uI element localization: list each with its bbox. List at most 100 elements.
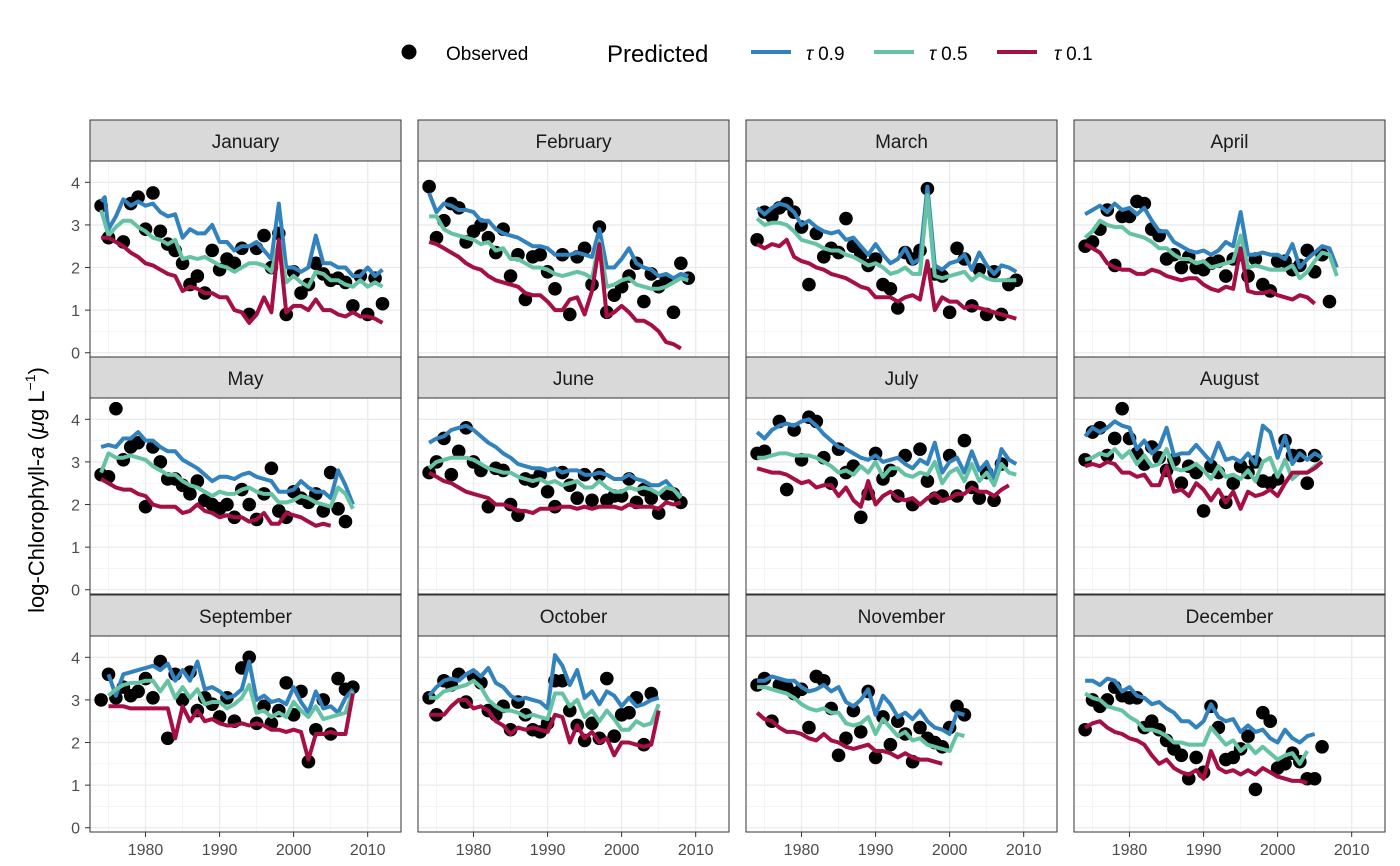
observed-point	[309, 256, 323, 271]
panel-border-june	[417, 397, 730, 595]
panel-border-november	[745, 635, 1058, 833]
observed-point	[1115, 401, 1129, 416]
line-tau-01-march	[756, 237, 1017, 321]
panel-august: August	[1073, 356, 1386, 595]
observed-point	[853, 510, 868, 525]
observed-point	[242, 497, 257, 512]
strip-december	[1073, 594, 1386, 637]
x-tick-label: 2010	[1006, 842, 1042, 859]
observed-point	[644, 491, 659, 505]
plot-bg-may	[90, 398, 401, 594]
line-tau-01-november	[755, 711, 943, 766]
observed-point	[935, 269, 950, 283]
observed-point	[323, 465, 338, 480]
observed-point	[972, 491, 987, 505]
panel-november: November 1980 1990 2000 2010	[745, 594, 1058, 859]
observed-point	[779, 482, 794, 497]
observed-point	[839, 211, 853, 226]
observed-point	[674, 256, 688, 271]
line-tau-09-october	[427, 653, 660, 711]
observed-point	[913, 442, 927, 456]
observed-point	[562, 703, 577, 718]
observed-point	[146, 690, 160, 705]
y-tick-label: 0	[71, 583, 80, 600]
observed-point	[562, 307, 577, 322]
observed-point	[585, 493, 599, 508]
line-tau-09-november	[757, 674, 965, 736]
observed-point	[1270, 472, 1285, 486]
observed-point	[503, 269, 518, 283]
strip-january	[89, 119, 402, 162]
x-tick-label: 1980	[784, 842, 820, 859]
x-tick-label: 2010	[350, 842, 386, 859]
y-tick-label: 2	[71, 736, 80, 753]
x-tick-label: 1980	[456, 842, 492, 859]
legend-observed-label: Observed	[446, 44, 528, 65]
observed-point	[220, 497, 234, 512]
line-tau-09-july	[755, 417, 1018, 481]
panel-border-july	[745, 397, 1058, 595]
observed-point	[1137, 196, 1152, 211]
line-tau-09-august	[1083, 419, 1324, 466]
strip-label-november: November	[858, 607, 946, 628]
panel-february: February	[417, 119, 730, 358]
x-tick-label: 1980	[1112, 842, 1148, 859]
y-tick-label: 1	[71, 778, 80, 795]
observed-point	[279, 676, 294, 690]
observed-point	[533, 247, 547, 262]
strip-label-july: July	[885, 369, 919, 390]
x-tick-label: 1990	[202, 842, 238, 859]
observed-point	[592, 220, 607, 234]
observed-point	[570, 491, 585, 505]
strip-april	[1073, 119, 1386, 162]
observed-point	[913, 720, 927, 735]
observed-point	[972, 262, 987, 277]
observed-point	[227, 256, 242, 271]
panel-border-september	[89, 635, 402, 833]
line-tau-05-may	[99, 451, 355, 510]
observed-point	[331, 501, 345, 516]
line-tau-01-september	[108, 693, 355, 762]
y-tick-label: 1	[71, 540, 80, 557]
observed-point	[987, 493, 1001, 508]
observed-point	[131, 435, 145, 450]
y-tick-label: 3	[71, 693, 80, 710]
y-tick-label: 0	[71, 821, 80, 838]
y-tick-label: 2	[71, 498, 80, 515]
x-tick-label: 1990	[858, 842, 894, 859]
observed-point	[585, 716, 599, 731]
strip-february	[417, 119, 730, 162]
observed-point	[890, 301, 905, 315]
observed-point	[1218, 269, 1233, 283]
observed-point	[1196, 504, 1211, 518]
line-tau-05-march	[755, 193, 1017, 283]
observed-point	[607, 729, 622, 743]
panel-july: July	[745, 356, 1058, 595]
line-tau-09-september	[106, 659, 355, 715]
observed-point	[831, 748, 846, 763]
strip-july	[745, 356, 1058, 399]
x-tick-label: 2000	[932, 842, 968, 859]
observed-point	[839, 731, 853, 746]
observed-point	[853, 725, 868, 739]
y-tick-label: 0	[71, 346, 80, 363]
strip-label-may: May	[228, 369, 264, 390]
x-tick-label: 1990	[1186, 842, 1222, 859]
observed-point	[1241, 729, 1255, 743]
observed-point	[816, 673, 831, 688]
observed-point	[331, 671, 345, 686]
observed-point	[883, 282, 898, 296]
observed-point	[592, 467, 607, 482]
observed-point	[301, 754, 316, 769]
line-tau-05-january	[99, 209, 384, 289]
y-tick-label: 1	[71, 303, 80, 320]
observed-point	[548, 282, 562, 296]
x-tick-label: 2000	[604, 842, 640, 859]
observed-point	[242, 650, 257, 665]
observed-point	[950, 241, 964, 256]
strip-november	[745, 594, 1058, 637]
legend-predicted-title: Predicted	[607, 41, 708, 68]
plot-bg-january	[90, 161, 401, 357]
observed-point	[600, 671, 614, 686]
line-tau-01-january	[101, 235, 384, 325]
